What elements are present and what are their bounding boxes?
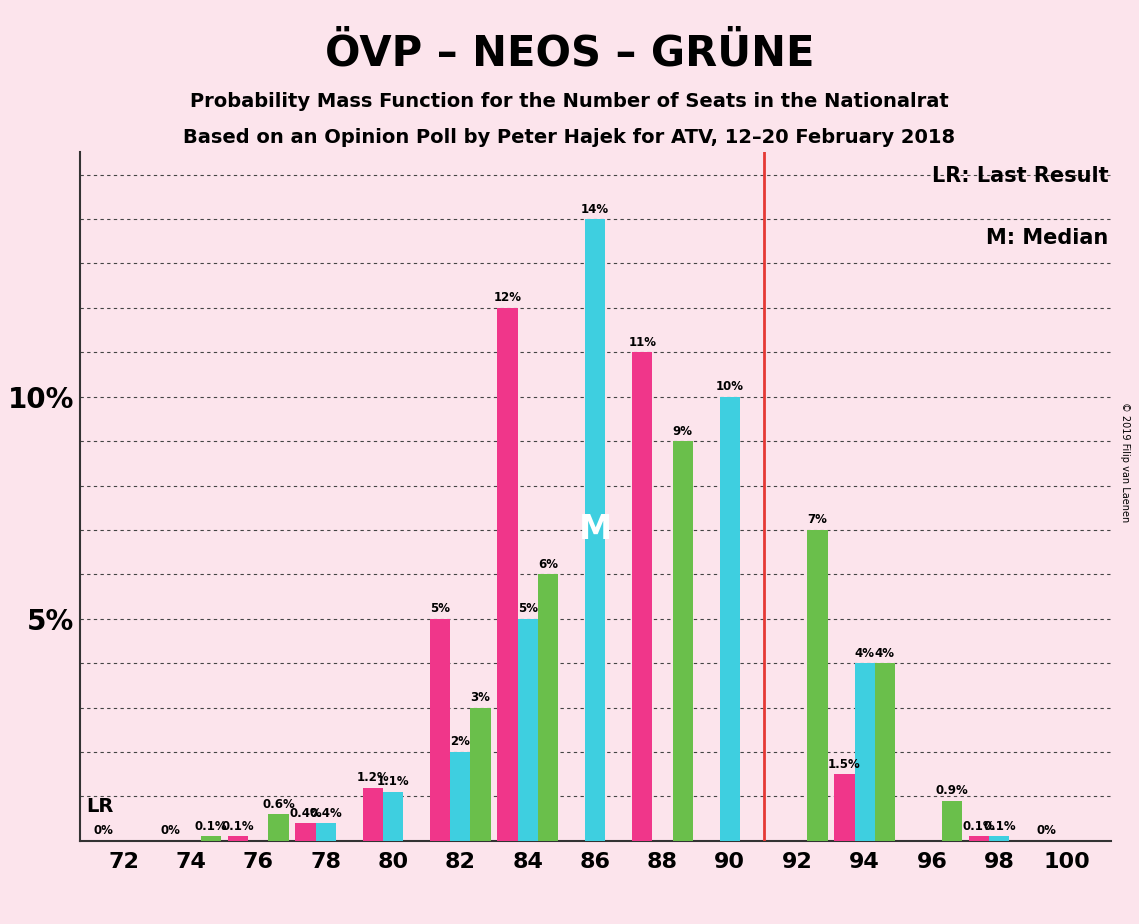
Bar [200, 836, 221, 841]
Bar [316, 823, 336, 841]
Text: 4%: 4% [854, 647, 875, 660]
Bar [538, 575, 558, 841]
Text: 0.1%: 0.1% [195, 820, 228, 833]
Text: M: M [579, 514, 612, 546]
Text: 0.1%: 0.1% [962, 820, 995, 833]
Text: 0.1%: 0.1% [983, 820, 1016, 833]
Text: 14%: 14% [581, 202, 609, 215]
Text: 10%: 10% [716, 380, 744, 394]
Text: 5%: 5% [431, 602, 450, 615]
Bar [362, 787, 383, 841]
Bar [269, 814, 288, 841]
Bar [295, 823, 316, 841]
Bar [470, 708, 491, 841]
Text: 0%: 0% [93, 824, 113, 837]
Text: © 2019 Filip van Laenen: © 2019 Filip van Laenen [1121, 402, 1130, 522]
Text: Probability Mass Function for the Number of Seats in the Nationalrat: Probability Mass Function for the Number… [190, 92, 949, 112]
Bar [875, 663, 895, 841]
Bar [854, 663, 875, 841]
Text: Based on an Opinion Poll by Peter Hajek for ATV, 12–20 February 2018: Based on an Opinion Poll by Peter Hajek … [183, 128, 956, 147]
Bar [720, 396, 740, 841]
Text: 1.1%: 1.1% [377, 775, 409, 788]
Bar [942, 801, 962, 841]
Text: 4%: 4% [875, 647, 895, 660]
Text: 7%: 7% [808, 514, 827, 527]
Text: 1.2%: 1.2% [357, 771, 390, 784]
Text: 5%: 5% [518, 602, 538, 615]
Bar [383, 792, 403, 841]
Text: 0.9%: 0.9% [936, 784, 968, 797]
Text: 0%: 0% [1036, 824, 1057, 837]
Text: 0%: 0% [161, 824, 181, 837]
Bar [969, 836, 990, 841]
Text: LR: Last Result: LR: Last Result [932, 165, 1108, 186]
Bar [990, 836, 1009, 841]
Bar [632, 352, 653, 841]
Text: 6%: 6% [538, 558, 558, 571]
Text: 0.4%: 0.4% [310, 807, 342, 820]
Text: 3%: 3% [470, 691, 491, 704]
Text: ÖVP – NEOS – GRÜNE: ÖVP – NEOS – GRÜNE [325, 32, 814, 74]
Bar [585, 219, 605, 841]
Text: 0.1%: 0.1% [222, 820, 254, 833]
Bar [431, 619, 450, 841]
Text: 11%: 11% [629, 335, 656, 348]
Text: 9%: 9% [673, 425, 693, 438]
Text: 12%: 12% [493, 291, 522, 304]
Bar [517, 619, 538, 841]
Text: 2%: 2% [450, 736, 470, 748]
Bar [450, 752, 470, 841]
Bar [228, 836, 248, 841]
Text: 1.5%: 1.5% [828, 758, 861, 771]
Text: M: Median: M: Median [986, 228, 1108, 248]
Bar [834, 774, 854, 841]
Text: 0.6%: 0.6% [262, 797, 295, 810]
Text: LR: LR [87, 797, 114, 817]
Bar [498, 308, 517, 841]
Text: 0.4%: 0.4% [289, 807, 322, 820]
Bar [808, 530, 828, 841]
Bar [673, 441, 693, 841]
